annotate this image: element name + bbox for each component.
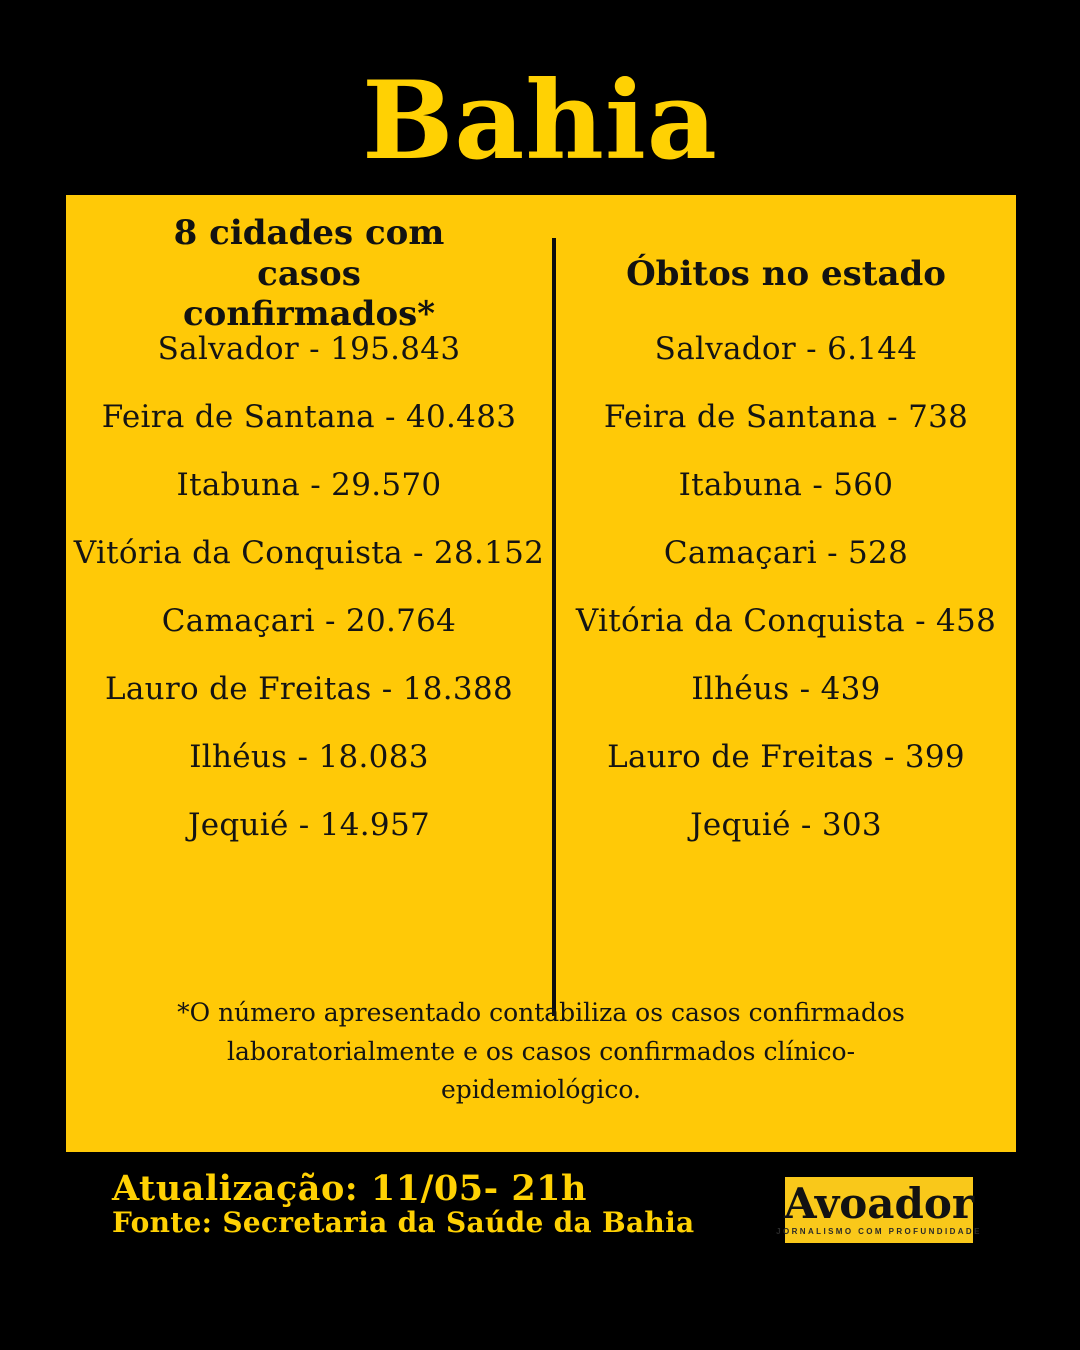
death-row: Lauro de Freitas - 399 <box>607 739 965 775</box>
confirmed-cases-list: Salvador - 195.843 Feira de Santana - 40… <box>66 331 552 844</box>
death-row: Ilhéus - 439 <box>691 671 881 707</box>
case-row: Vitória da Conquista - 28.152 <box>73 535 545 571</box>
deaths-header-text: Óbitos no estado <box>626 253 946 294</box>
death-row: Feira de Santana - 738 <box>603 399 969 435</box>
column-divider <box>552 238 556 1016</box>
update-timestamp: Atualização: 11/05- 21h <box>112 1168 587 1209</box>
avoador-logo-tagline: JORNALISMO COM PROFUNDIDADE <box>776 1227 982 1237</box>
case-row: Feira de Santana - 40.483 <box>101 399 517 435</box>
deaths-list: Salvador - 6.144 Feira de Santana - 738 … <box>556 331 1016 844</box>
confirmed-cases-column: 8 cidades com casos confirmados* Salvado… <box>66 195 552 1152</box>
confirmed-cases-header: 8 cidades com casos confirmados* <box>66 213 552 335</box>
case-row: Itabuna - 29.570 <box>176 467 442 503</box>
case-row: Salvador - 195.843 <box>157 331 461 367</box>
death-row: Camaçari - 528 <box>663 535 909 571</box>
case-row: Jequié - 14.957 <box>188 807 430 843</box>
case-row: Lauro de Freitas - 18.388 <box>104 671 513 707</box>
death-row: Jequié - 303 <box>690 807 882 843</box>
confirmed-cases-header-text: 8 cidades com casos confirmados* <box>173 212 445 335</box>
death-row: Itabuna - 560 <box>678 467 894 503</box>
case-row: Ilhéus - 18.083 <box>189 739 429 775</box>
page-title: Bahia <box>362 58 718 184</box>
avoador-logo-name: Avoador <box>783 1178 975 1228</box>
data-panel: 8 cidades com casos confirmados* Salvado… <box>66 195 1016 1152</box>
deaths-column: Óbitos no estado Salvador - 6.144 Feira … <box>556 195 1016 1152</box>
footnote: *O número apresentado contabiliza os cas… <box>177 997 905 1105</box>
case-row: Camaçari - 20.764 <box>161 603 457 639</box>
death-row: Salvador - 6.144 <box>654 331 918 367</box>
deaths-header: Óbitos no estado <box>556 223 1016 325</box>
avoador-logo: Avoador JORNALISMO COM PROFUNDIDADE <box>776 1177 979 1243</box>
death-row: Vitória da Conquista - 458 <box>575 603 997 639</box>
data-source: Fonte: Secretaria da Saúde da Bahia <box>112 1206 695 1239</box>
